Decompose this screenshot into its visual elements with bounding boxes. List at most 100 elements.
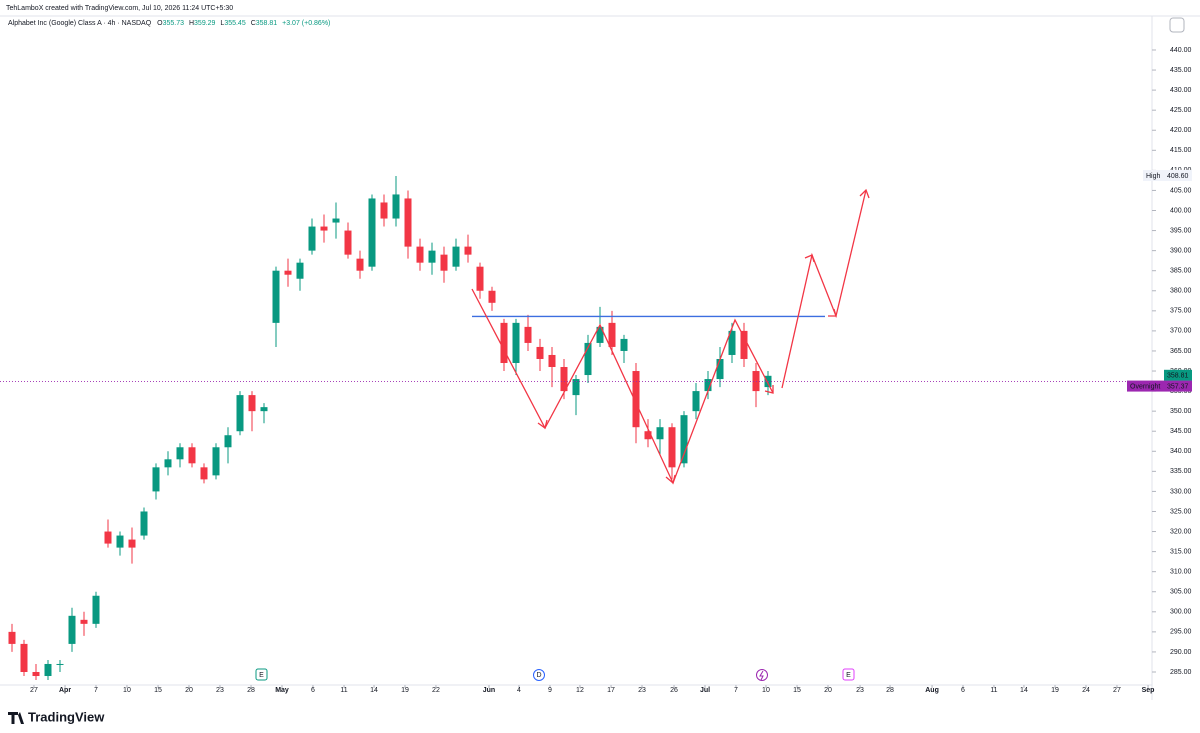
- y-tick-label: 385.00: [1170, 268, 1192, 275]
- y-tick-label: 390.00: [1170, 247, 1192, 254]
- x-tick-label: 28: [247, 687, 255, 694]
- candle-body: [692, 391, 700, 412]
- y-tick-label: 415.00: [1170, 147, 1192, 154]
- x-tick-label: 14: [370, 687, 378, 694]
- candle-body: [500, 322, 508, 363]
- settings-icon[interactable]: [1169, 17, 1185, 33]
- candle-body: [428, 250, 436, 263]
- candle-body: [344, 230, 352, 255]
- candle-body: [128, 539, 136, 548]
- y-tick-label: 420.00: [1170, 127, 1192, 134]
- candle-body: [56, 663, 64, 665]
- candle-body: [296, 262, 304, 279]
- y-tick-label: 425.00: [1170, 107, 1192, 114]
- low: 355.45: [224, 20, 246, 27]
- candle-body: [284, 270, 292, 275]
- candle-body: [740, 330, 748, 359]
- x-tick-label: 27: [30, 687, 38, 694]
- open-label: O: [157, 20, 163, 27]
- candle-body: [704, 379, 712, 392]
- x-tick-label: May: [275, 687, 289, 694]
- y-tick-label: 345.00: [1170, 428, 1192, 435]
- x-tick-label: 11: [990, 687, 997, 694]
- split-marker[interactable]: [756, 669, 768, 681]
- high-marker-label: 408.60: [1167, 173, 1189, 180]
- earnings-marker[interactable]: [842, 668, 855, 681]
- overnight-box: [1127, 380, 1192, 392]
- candle-body: [188, 447, 196, 464]
- candle-body: [440, 254, 448, 271]
- candle-body: [248, 395, 256, 412]
- close-label: C: [251, 20, 256, 27]
- x-tick-label: 19: [401, 687, 409, 694]
- candle-body: [620, 338, 628, 351]
- candle-body: [116, 535, 124, 548]
- y-tick-label: 315.00: [1170, 548, 1192, 555]
- y-tick-label: 325.00: [1170, 508, 1192, 515]
- x-tick-label: 7: [734, 687, 738, 694]
- candle-body: [716, 358, 724, 380]
- candle-body: [164, 459, 172, 468]
- y-tick-label: 395.00: [1170, 227, 1192, 234]
- last-price-label: 358.81: [1167, 373, 1189, 380]
- x-tick-label: 15: [154, 687, 162, 694]
- arrowhead: [537, 419, 548, 430]
- arrowhead: [804, 254, 815, 263]
- candle-body: [584, 342, 592, 376]
- candle-body: [44, 663, 52, 677]
- y-tick-label: 330.00: [1170, 488, 1192, 495]
- earnings-marker[interactable]: [255, 668, 268, 681]
- arrowhead: [764, 385, 774, 394]
- y-tick-label: 350.00: [1170, 408, 1192, 415]
- candle-body: [200, 467, 208, 480]
- high-marker-name: High: [1146, 173, 1161, 180]
- candle-body: [560, 367, 568, 392]
- x-tick-label: 9: [548, 687, 552, 694]
- candle-body: [524, 326, 532, 343]
- candle-body: [260, 407, 268, 412]
- x-tick-label: 11: [340, 687, 347, 694]
- x-tick-label: 20: [824, 687, 832, 694]
- x-tick-label: Sep: [1142, 687, 1155, 694]
- candle-body: [476, 266, 484, 291]
- y-tick-label: 440.00: [1170, 47, 1192, 54]
- candle-body: [656, 427, 664, 440]
- dividend-marker[interactable]: [533, 669, 545, 681]
- overnight-name: Overnight: [1130, 383, 1160, 390]
- y-tick-label: 305.00: [1170, 589, 1192, 596]
- y-tick-label: 405.00: [1170, 187, 1192, 194]
- candle-body: [392, 194, 400, 219]
- x-tick-label: 7: [94, 687, 98, 694]
- high-label: H: [189, 20, 194, 27]
- x-tick-label: 27: [1113, 687, 1121, 694]
- candle-body: [92, 595, 100, 624]
- candle-body: [8, 631, 16, 644]
- candle-body: [488, 290, 496, 303]
- y-tick-label: 400.00: [1170, 207, 1192, 214]
- x-tick-label: 15: [793, 687, 801, 694]
- y-tick-label: 435.00: [1170, 67, 1192, 74]
- logo-icon: [8, 712, 24, 724]
- y-tick-label: 380.00: [1170, 288, 1192, 295]
- bolt-icon: [759, 670, 764, 681]
- candle-body: [536, 346, 544, 359]
- credit: TehLamboX created with TradingView.com, …: [6, 5, 233, 12]
- y-tick-label: 285.00: [1170, 669, 1192, 676]
- candle-body: [20, 643, 28, 672]
- y-tick-label: 335.00: [1170, 468, 1192, 475]
- low-label: L: [220, 20, 224, 27]
- y-tick-label: 365.00: [1170, 348, 1192, 355]
- x-tick-label: 14: [1020, 687, 1028, 694]
- candle-body: [680, 415, 688, 464]
- x-tick-label: 26: [670, 687, 678, 694]
- candle-body: [644, 431, 652, 440]
- arrowhead: [665, 474, 676, 485]
- high: 359.29: [194, 20, 216, 27]
- x-tick-label: 6: [961, 687, 965, 694]
- candle-body: [140, 511, 148, 536]
- candle-body: [404, 198, 412, 247]
- candle-body: [236, 395, 244, 432]
- close: 358.81: [256, 20, 278, 27]
- x-tick-label: 10: [762, 687, 770, 694]
